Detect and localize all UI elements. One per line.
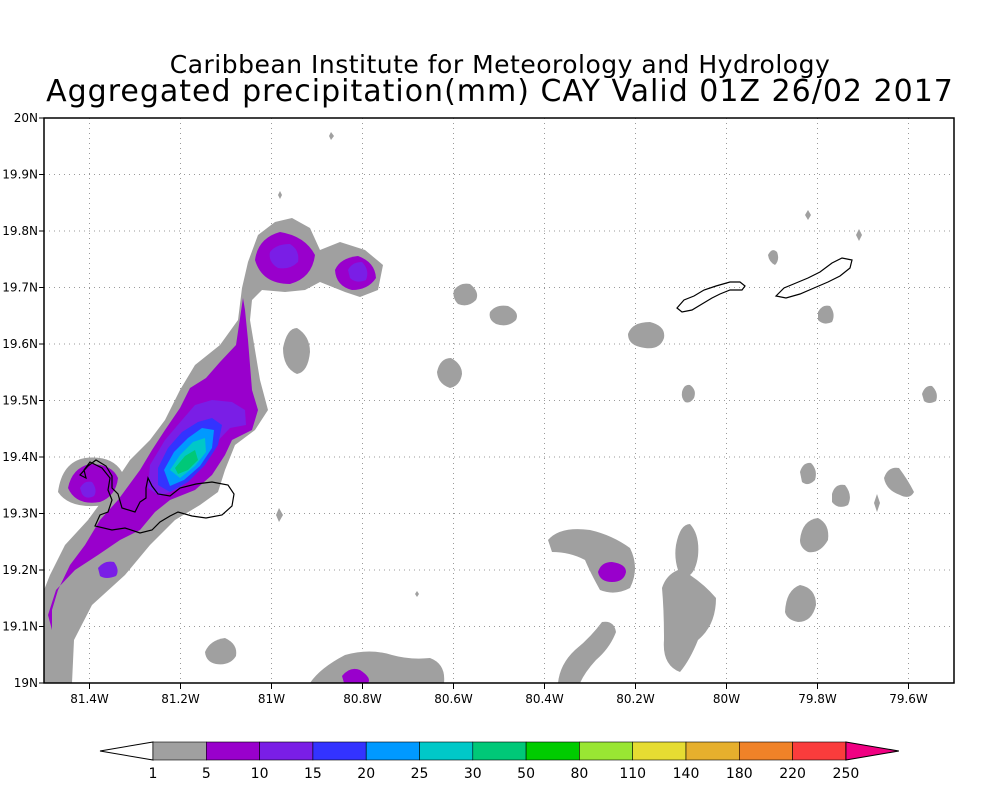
rain-blob-gray <box>681 384 695 403</box>
x-tick-label: 80.6W <box>434 692 473 706</box>
y-tick-label: 19.9N <box>2 168 38 182</box>
x-tick-label: 80.2W <box>616 692 655 706</box>
colorbar-level-label: 10 <box>251 766 269 782</box>
island-outline-grand-cayman <box>79 459 235 534</box>
colorbar-swatch <box>685 741 740 761</box>
rain-blob-gray <box>278 191 282 199</box>
x-tick-label: 81.2W <box>161 692 200 706</box>
colorbar-swatch <box>152 741 207 761</box>
y-tick-label: 19.8N <box>2 224 38 238</box>
y-tick-label: 19.1N <box>2 620 38 634</box>
rain-blob-gray <box>205 638 237 665</box>
rain-blob-gray <box>922 385 937 403</box>
rain-blob-violet <box>80 481 96 498</box>
rain-blob-gray <box>884 467 914 497</box>
rain-blob-gray <box>805 210 811 220</box>
y-tick-label: 19.7N <box>2 281 38 295</box>
colorbar-level-label: 220 <box>779 766 806 782</box>
colorbar-level-label: 20 <box>357 766 375 782</box>
rain-blob-purple <box>342 668 369 683</box>
colorbar-swatch <box>738 741 793 761</box>
colorbar-swatch <box>632 741 687 761</box>
colorbar-level-label: 180 <box>726 766 753 782</box>
colorbar-swatch <box>792 741 847 761</box>
x-tick-label: 81W <box>258 692 285 706</box>
rain-blob-violet <box>348 262 368 282</box>
x-tick-label: 80W <box>713 692 740 706</box>
x-tick-label: 80.4W <box>525 692 564 706</box>
rain-blob-gray <box>437 358 462 388</box>
colorbar-swatch <box>525 741 580 761</box>
colorbar-swatch <box>206 741 260 761</box>
y-tick-label: 19.6N <box>2 337 38 351</box>
colorbar-level-label: 5 <box>202 766 211 782</box>
colorbar-level-label: 80 <box>570 766 588 782</box>
rain-blob-gray <box>329 132 334 140</box>
rain-blob-violet <box>269 244 299 269</box>
colorbar-legend: 1 5 10 15 20 25 30 50 80 110 140 180 220 250 <box>99 741 899 782</box>
rain-blob-gray <box>832 484 850 507</box>
colorbar-level-label: 30 <box>464 766 482 782</box>
rain-blob-gray <box>785 585 816 622</box>
rain-blob-violet <box>98 561 118 578</box>
rain-blob-gray <box>768 250 779 265</box>
rain-blob-gray <box>818 305 834 324</box>
colorbar-level-label: 250 <box>833 766 860 782</box>
y-tick-label: 19.4N <box>2 450 38 464</box>
rain-blob-gray <box>800 518 829 553</box>
rain-band-teal <box>175 450 198 474</box>
island-outline-little-cayman <box>676 281 746 313</box>
island-outline-cayman-brac <box>774 257 853 299</box>
chart-title: Caribbean Institute for Meteorology and … <box>169 50 831 79</box>
chart-subtitle: Aggregated precipitation(mm) CAY Valid 0… <box>46 74 954 109</box>
colorbar-swatch <box>472 741 527 761</box>
rain-blob-gray <box>283 328 310 374</box>
y-tick-label: 19N <box>14 676 38 690</box>
colorbar-swatch <box>365 741 420 761</box>
rain-blob-gray <box>800 462 816 485</box>
colorbar-swatch <box>419 741 474 761</box>
rain-blob-gray <box>415 591 419 597</box>
y-tick-label: 19.5N <box>2 394 38 408</box>
colorbar-level-label: 1 <box>149 766 158 782</box>
colorbar-level-label: 15 <box>304 766 322 782</box>
axes: 81.4W 81.2W 81W 80.8W 80.6W 80.4W 80.2W 80W 79.8… <box>2 111 928 706</box>
colorbar-swatch <box>312 741 367 761</box>
x-tick-label: 80.8W <box>343 692 382 706</box>
colorbar-swatch <box>579 741 634 761</box>
rain-blob-gray <box>453 283 478 306</box>
x-tick-label: 81.4W <box>70 692 109 706</box>
y-tick-label: 20N <box>14 111 38 125</box>
rain-blob-gray <box>662 524 716 672</box>
colorbar-level-label: 50 <box>517 766 535 782</box>
rain-blob-gray <box>628 322 665 349</box>
colorbar-right-arrow <box>845 741 899 761</box>
colorbar-level-label: 140 <box>673 766 700 782</box>
rain-blob-purple <box>598 562 626 582</box>
precipitation-shading <box>44 132 937 683</box>
rain-blob-gray <box>856 229 862 241</box>
x-tick-label: 79.6W <box>889 692 928 706</box>
rain-blob-gray <box>558 621 616 683</box>
rain-blob-gray <box>276 508 283 522</box>
coastlines <box>79 257 853 534</box>
colorbar-swatch <box>259 741 314 761</box>
y-tick-label: 19.3N <box>2 507 38 521</box>
y-tick-label: 19.2N <box>2 563 38 577</box>
rain-blob-gray <box>874 494 880 512</box>
grid-lines <box>44 118 954 683</box>
colorbar-level-label: 110 <box>619 766 646 782</box>
rain-blob-gray <box>489 305 517 326</box>
colorbar-left-arrow <box>99 741 154 761</box>
x-tick-label: 79.8W <box>798 692 837 706</box>
colorbar-level-label: 25 <box>411 766 429 782</box>
